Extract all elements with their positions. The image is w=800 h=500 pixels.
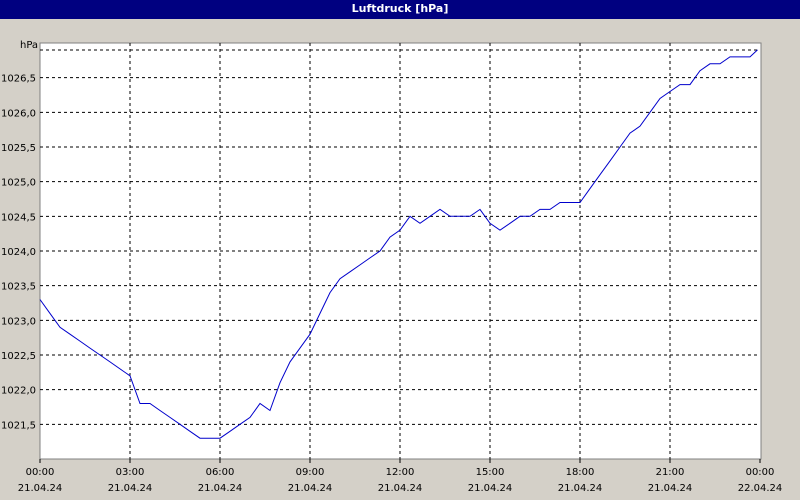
x-tick-date-label: 21.04.24 xyxy=(288,483,333,494)
window-title: Luftdruck [hPa] xyxy=(0,0,800,19)
x-tick-time-label: 06:00 xyxy=(206,467,235,478)
y-tick-label: 1025,5 xyxy=(1,143,36,154)
y-tick-label: 1022,0 xyxy=(1,386,36,397)
y-axis-ticks: 1026,5 1026,0 1025,5 1025,0 1024,5 1024,0 1023… xyxy=(1,74,36,432)
y-tick-label: 1023,5 xyxy=(1,282,36,293)
x-tick-time-label: 21:00 xyxy=(656,467,685,478)
x-tick-time-label: 15:00 xyxy=(476,467,505,478)
y-tick-label: 1022,5 xyxy=(1,351,36,362)
x-tick-date-label: 21.04.24 xyxy=(558,483,603,494)
y-tick-label: 1026,0 xyxy=(1,108,36,119)
x-tick-time-label: 18:00 xyxy=(566,467,595,478)
y-tick-label: 1021,5 xyxy=(1,420,36,431)
x-tick-time-label: 09:00 xyxy=(296,467,325,478)
x-tick-time-label: 00:00 xyxy=(746,467,775,478)
pressure-chart: hPa 1026,5 1026,0 1025,5 1025,0 1024,5 1024,0… xyxy=(1,40,783,494)
y-tick-label: 1026,5 xyxy=(1,74,36,85)
x-tick-date-label: 21.04.24 xyxy=(468,483,513,494)
pressure-series-line xyxy=(39,49,758,439)
x-tick-time-label: 12:00 xyxy=(386,467,415,478)
y-tick-label: 1024,5 xyxy=(1,212,36,223)
x-tick-date-label: 21.04.24 xyxy=(18,483,63,494)
y-tick-label: 1024,0 xyxy=(1,247,36,258)
grid-lines xyxy=(40,43,760,459)
x-tick-date-label: 21.04.24 xyxy=(198,483,243,494)
y-tick-label: 1025,0 xyxy=(1,178,36,189)
x-tick-date-label: 21.04.24 xyxy=(648,483,693,494)
x-axis-ticks: 00:00 21.04.24 03:00 21.04.24 06:00 21.04.24 0… xyxy=(18,459,783,494)
y-tick-label: 1023,0 xyxy=(1,316,36,327)
x-tick-date-label: 22.04.24 xyxy=(738,483,783,494)
x-tick-date-label: 21.04.24 xyxy=(378,483,423,494)
x-tick-date-label: 21.04.24 xyxy=(108,483,153,494)
x-tick-time-label: 03:00 xyxy=(116,467,145,478)
series-layer xyxy=(39,49,758,439)
x-tick-time-label: 00:00 xyxy=(26,467,55,478)
y-axis-unit-label: hPa xyxy=(20,40,38,51)
